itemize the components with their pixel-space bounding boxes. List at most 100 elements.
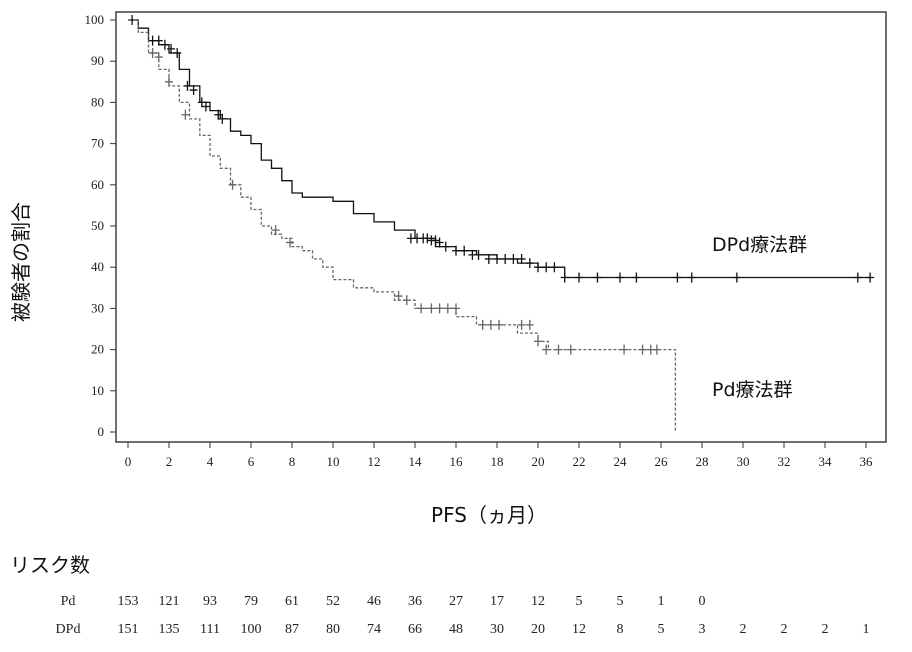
- x-tick-label: 6: [248, 454, 255, 469]
- risk-count: 2: [822, 622, 829, 637]
- censor-mark: [394, 291, 403, 302]
- censor-mark: [160, 39, 169, 50]
- censor-mark: [493, 253, 501, 264]
- censor-mark: [632, 272, 641, 283]
- x-tick-label: 36: [860, 454, 874, 469]
- censor-mark: [452, 303, 460, 314]
- x-tick-label: 34: [819, 454, 833, 469]
- risk-count: 27: [449, 594, 463, 609]
- x-axis-ticks: 0 2 4 6 8 10 12 14 16 18 20 22 24 26 28 30 32 34 36: [125, 442, 873, 469]
- x-tick-label: 18: [491, 454, 504, 469]
- censor-mark: [501, 253, 510, 264]
- risk-count: 61: [285, 594, 299, 609]
- censor-mark: [148, 47, 157, 58]
- censor-mark: [228, 179, 237, 190]
- censor-mark: [616, 272, 624, 283]
- y-tick-label: 50: [91, 218, 104, 233]
- risk-count: 12: [531, 594, 545, 609]
- risk-count: 87: [285, 622, 299, 637]
- risk-count: 36: [408, 594, 422, 609]
- y-tick-label: 80: [91, 94, 104, 109]
- censor-mark: [687, 272, 696, 283]
- y-tick-label: 30: [91, 300, 104, 315]
- censor-mark: [218, 113, 227, 124]
- censor-mark: [853, 272, 862, 283]
- censor-mark: [638, 344, 647, 355]
- censor-mark: [183, 80, 192, 91]
- censor-mark: [165, 76, 173, 87]
- censor-mark: [509, 253, 518, 264]
- x-axis-title: PFS（ヵ月）: [431, 503, 547, 527]
- censor-mark: [554, 344, 563, 355]
- risk-count: 79: [244, 594, 258, 609]
- risk-count: 121: [159, 594, 180, 609]
- censor-mark: [435, 237, 444, 248]
- risk-count: 5: [658, 622, 665, 637]
- risk-count: 3: [699, 622, 706, 637]
- y-tick-label: 0: [98, 424, 105, 439]
- censor-mark: [402, 295, 411, 306]
- censor-mark: [575, 272, 583, 283]
- censor-mark: [443, 303, 452, 314]
- x-tick-label: 0: [125, 454, 132, 469]
- risk-count: 1: [863, 622, 870, 637]
- x-tick-label: 20: [532, 454, 545, 469]
- censor-mark: [495, 319, 504, 330]
- risk-count: 100: [241, 622, 262, 637]
- y-tick-label: 10: [91, 383, 104, 398]
- y-tick-label: 90: [91, 53, 104, 68]
- censor-mark: [566, 344, 575, 355]
- risk-count: 0: [699, 594, 706, 609]
- risk-row-label: Pd: [61, 594, 76, 609]
- risk-count: 12: [572, 622, 586, 637]
- risk-count: 52: [326, 594, 340, 609]
- censor-mark: [431, 235, 440, 246]
- x-tick-label: 16: [450, 454, 464, 469]
- series-label-dpd: DPd療法群: [712, 234, 807, 256]
- censor-mark: [652, 344, 661, 355]
- risk-count: 153: [118, 594, 139, 609]
- x-tick-label: 12: [368, 454, 381, 469]
- x-tick-label: 2: [166, 454, 173, 469]
- censor-mark: [673, 272, 682, 283]
- risk-count: 17: [490, 594, 504, 609]
- censor-mark: [560, 272, 569, 283]
- censor-mark: [478, 319, 487, 330]
- censor-mark: [550, 262, 559, 273]
- series-line-pd: [128, 19, 677, 432]
- censor-mark: [542, 262, 551, 273]
- series-label-pd: Pd療法群: [712, 379, 793, 401]
- plot-frame: [115, 11, 887, 443]
- censor-mark: [452, 245, 460, 256]
- risk-row-label: DPd: [56, 622, 81, 637]
- x-tick-label: 24: [614, 454, 628, 469]
- risk-count: 93: [203, 594, 217, 609]
- risk-count: 8: [617, 622, 624, 637]
- censor-mark: [154, 35, 163, 46]
- risk-count: 135: [159, 622, 180, 637]
- risk-count: 5: [617, 594, 624, 609]
- x-tick-label: 26: [655, 454, 669, 469]
- censor-mark: [189, 85, 198, 96]
- censor-mark: [173, 47, 182, 58]
- risk-count: 20: [531, 622, 545, 637]
- censor-mark: [167, 43, 176, 54]
- risk-count: 5: [576, 594, 583, 609]
- censor-mark: [525, 258, 534, 269]
- censor-mark: [866, 272, 875, 283]
- censor-mark: [593, 272, 602, 283]
- censor-mark: [517, 319, 526, 330]
- censor-mark: [517, 253, 526, 264]
- risk-count: 2: [781, 622, 788, 637]
- risk-count: 111: [200, 622, 220, 637]
- series-line-dpd: [128, 19, 871, 279]
- x-tick-label: 10: [327, 454, 340, 469]
- risk-count: 2: [740, 622, 747, 637]
- censor-mark: [534, 336, 542, 347]
- y-tick-label: 60: [91, 177, 104, 192]
- censor-mark: [534, 262, 542, 273]
- censor-mark: [285, 237, 294, 248]
- x-tick-label: 30: [737, 454, 750, 469]
